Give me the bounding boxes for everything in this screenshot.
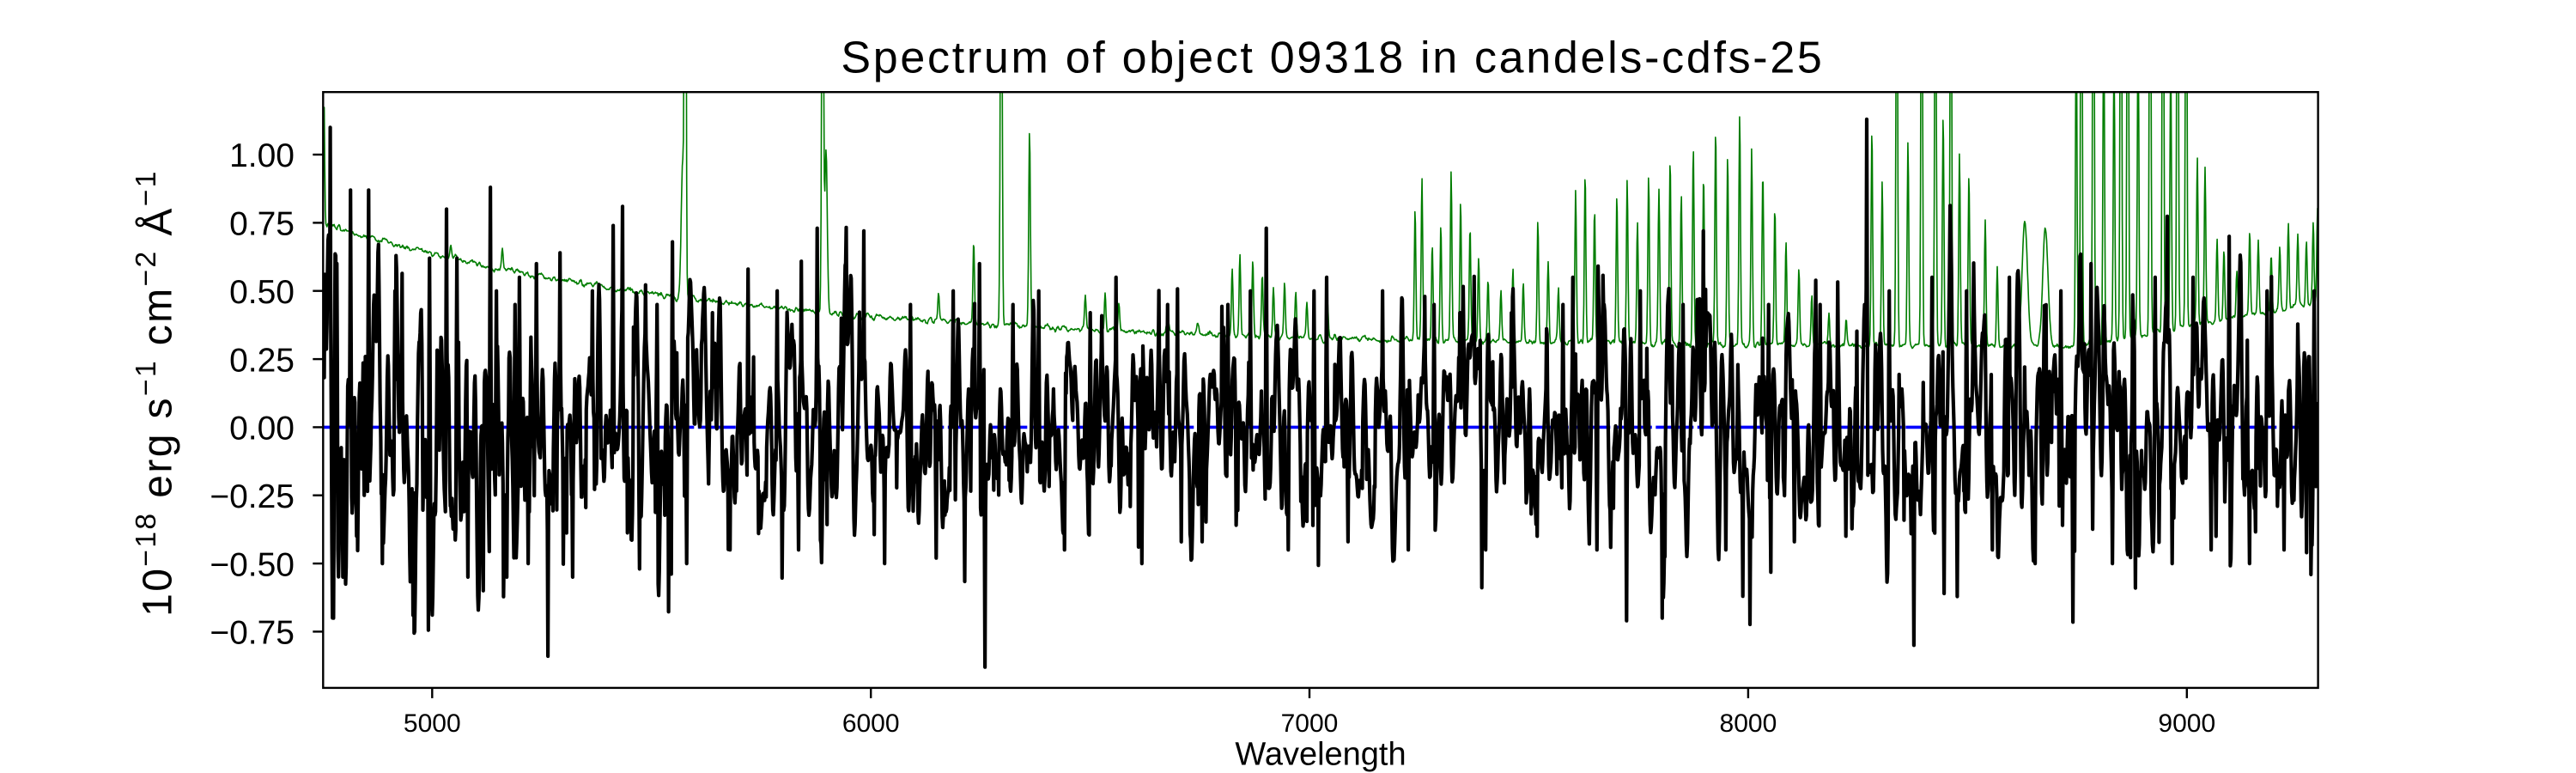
svg-text:5000: 5000 (404, 709, 461, 738)
svg-text:8000: 8000 (1720, 709, 1777, 738)
svg-text:0.75: 0.75 (229, 206, 295, 243)
svg-text:Spectrum of object 09318 in ca: Spectrum of object 09318 in candels-cdfs… (841, 33, 1824, 83)
svg-text:1.00: 1.00 (229, 137, 295, 174)
svg-text:6000: 6000 (842, 709, 900, 738)
svg-text:0.50: 0.50 (229, 274, 295, 311)
svg-text:−0.75: −0.75 (210, 615, 295, 652)
svg-text:7000: 7000 (1281, 709, 1339, 738)
svg-text:−0.50: −0.50 (210, 546, 295, 583)
svg-text:Wavelength: Wavelength (1235, 737, 1406, 773)
svg-text:0.00: 0.00 (229, 411, 295, 447)
svg-text:−0.25: −0.25 (210, 478, 295, 515)
svg-text:0.25: 0.25 (229, 342, 295, 379)
svg-text:9000: 9000 (2158, 709, 2215, 738)
